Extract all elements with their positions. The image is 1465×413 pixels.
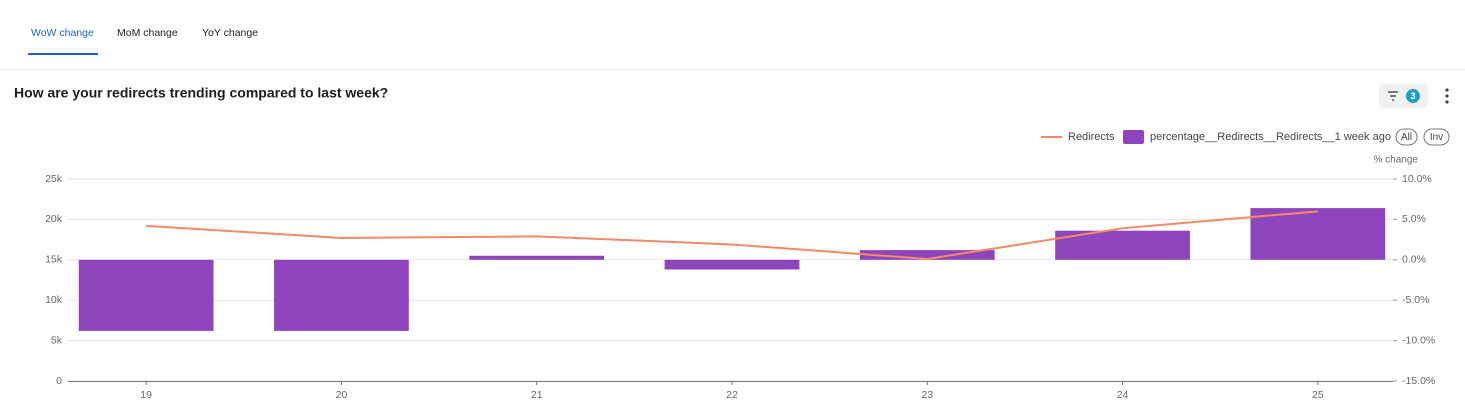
legend-label: percentage__Redirects__Redirects__1 week… — [1150, 131, 1391, 143]
x-tick-label: 22 — [726, 389, 738, 401]
x-tick-label: 20 — [336, 389, 348, 401]
y2-tick-label: 5.0% — [1402, 213, 1426, 225]
y2-tick-label: -10.0% — [1402, 334, 1435, 346]
y-tick-label: 15k — [45, 254, 63, 266]
legend-button-label[interactable]: Inv — [1430, 132, 1443, 143]
legend-button-label[interactable]: All — [1401, 132, 1412, 143]
filter-button[interactable]: 3 — [1379, 84, 1428, 108]
x-tick-label: 19 — [140, 389, 152, 401]
dot — [1445, 88, 1449, 92]
menu-button[interactable] — [1445, 88, 1449, 104]
bar — [78, 259, 214, 331]
bar — [274, 259, 409, 331]
y-tick-label: 25k — [45, 173, 63, 185]
bar — [469, 255, 605, 260]
y2-tick-label: 10.0% — [1402, 173, 1432, 185]
dot — [1445, 94, 1449, 98]
tab[interactable]: WoW change — [31, 27, 94, 39]
x-tick-label: 24 — [1117, 389, 1129, 401]
legend-button[interactable] — [1423, 128, 1450, 146]
y2-tick-label: -15.0% — [1402, 375, 1435, 387]
y-tick-label: 10k — [45, 294, 63, 306]
y2-tick-label: -5.0% — [1402, 294, 1429, 306]
legend-button[interactable] — [1395, 128, 1418, 146]
bar — [1250, 208, 1386, 260]
bar — [859, 250, 995, 260]
x-tick-label: 23 — [921, 389, 933, 401]
filter-badge — [1406, 89, 1420, 103]
tab[interactable]: MoM change — [117, 27, 178, 39]
line — [146, 210, 1318, 260]
y-tick-label: 20k — [45, 213, 63, 225]
bar — [664, 259, 800, 270]
chart-title: How are your redirects trending compared… — [14, 85, 388, 101]
filter-icon — [1388, 91, 1398, 101]
y2-tick-label: 0.0% — [1402, 254, 1426, 266]
x-tick-label: 25 — [1312, 389, 1324, 401]
tab[interactable]: YoY change — [202, 27, 258, 39]
filter-count: 3 — [1410, 91, 1415, 101]
filter-bg — [1379, 84, 1428, 108]
x-tick-label: 21 — [531, 389, 543, 401]
legend-label: Redirects — [1068, 131, 1115, 143]
y2-axis-label: % change — [1374, 155, 1419, 166]
y-tick-label: 0 — [56, 375, 62, 387]
y-tick-label: 5k — [51, 334, 63, 346]
tab-underline — [28, 53, 98, 55]
dot — [1445, 100, 1449, 104]
legend-swatch — [1123, 130, 1144, 144]
